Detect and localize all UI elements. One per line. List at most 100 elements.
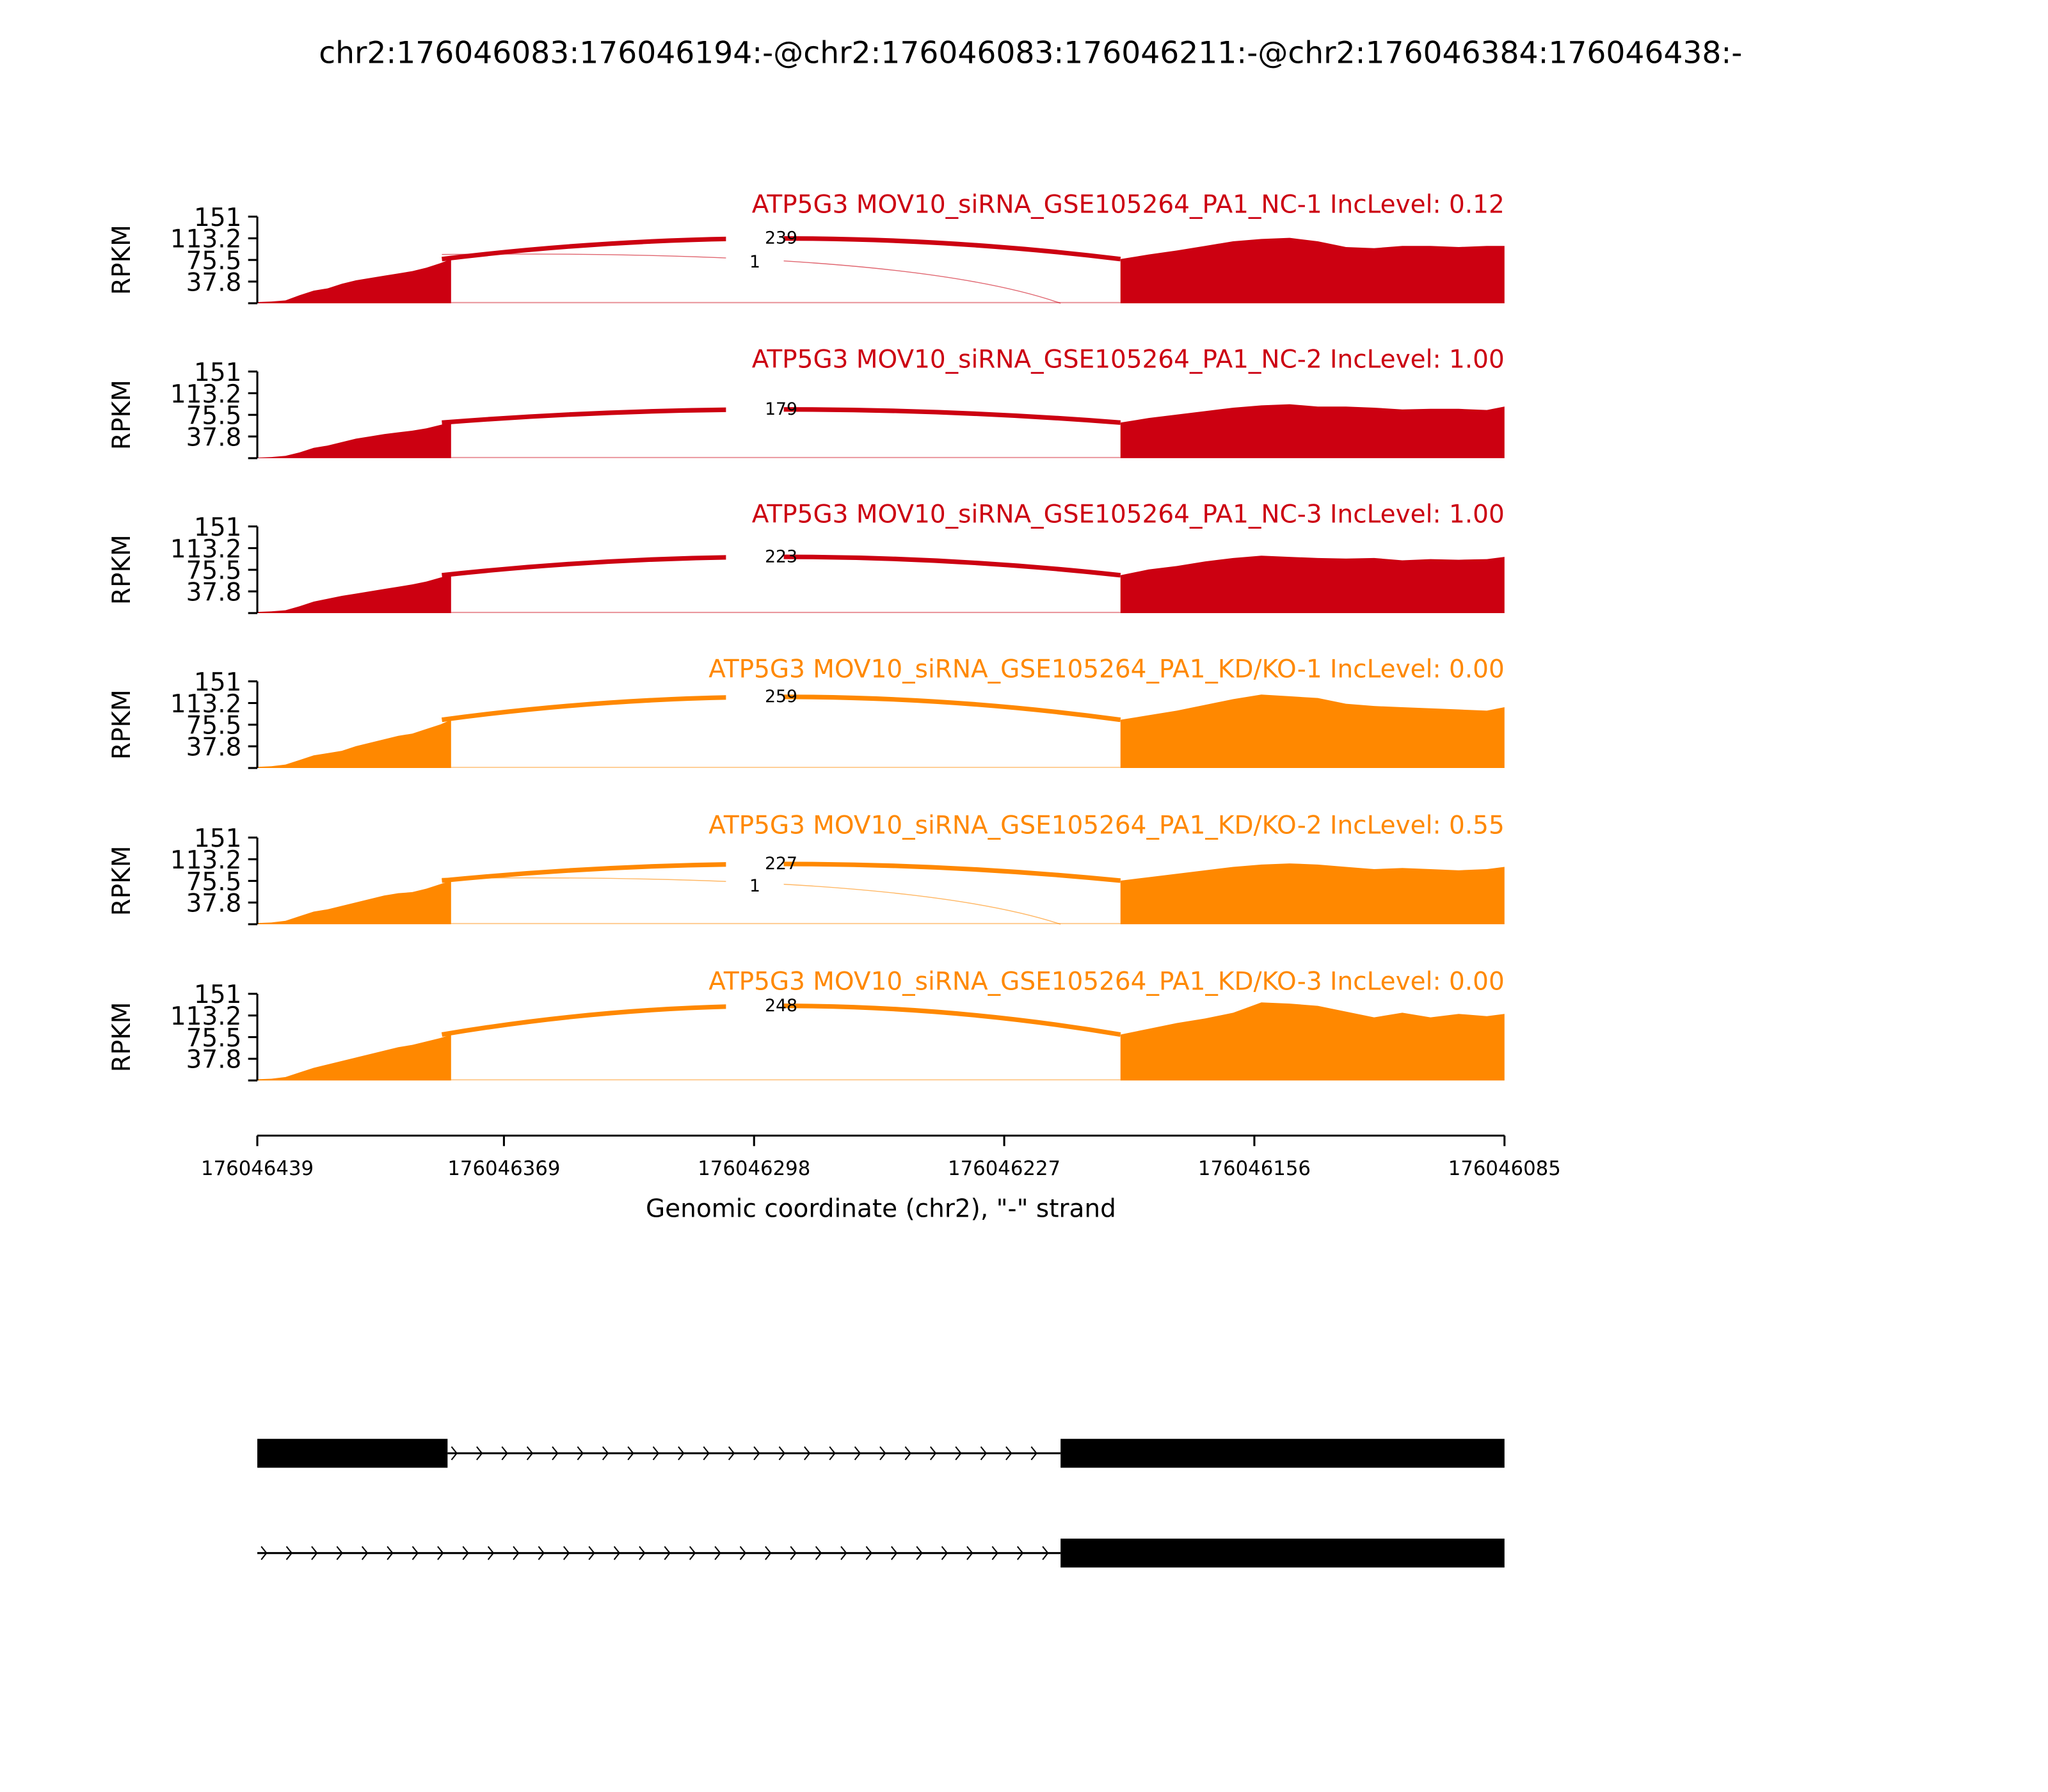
junction-count: 248 [765,996,797,1016]
coverage-area-exon2 [1120,863,1505,925]
strand-arrow-icon [1005,1446,1012,1460]
strand-arrow-icon [501,1446,508,1460]
strand-arrow-icon [336,1546,343,1560]
junction-count: 179 [765,399,797,419]
strand-arrow-icon [765,1546,772,1560]
y-tick-label: 151 [194,513,241,542]
exon-block [257,1439,448,1468]
junction-label-bg [726,230,784,248]
y-tick-label: 75.5 [186,557,242,586]
strand-arrow-icon [387,1546,394,1560]
y-tick-label: 75.5 [186,868,242,897]
strand-arrow-icon [854,1446,861,1460]
strand-arrow-icon [1030,1446,1037,1460]
y-axis-label: RPKM [108,1002,136,1073]
strand-arrow-icon [1016,1546,1024,1560]
junction-arc [442,253,1061,304]
transcript-tracks [257,1439,1505,1568]
junction-label-bg [726,689,784,707]
strand-arrow-icon [829,1446,836,1460]
strand-arrow-icon [804,1446,811,1460]
strand-arrow-icon [451,1446,458,1460]
y-axis-label: RPKM [108,689,136,760]
strand-arrow-icon [790,1546,797,1560]
strand-arrow-icon [285,1546,293,1560]
strand-arrow-icon [1042,1546,1049,1560]
y-axis-label: RPKM [108,225,136,295]
junction-count: 227 [765,854,797,874]
strand-arrow-icon [462,1546,469,1560]
y-tick-label: 151 [194,824,241,853]
strand-arrow-icon [487,1546,495,1560]
y-tick-label: 75.5 [186,402,242,431]
strand-arrow-icon [513,1546,520,1560]
coverage-area-exon2 [1120,694,1505,768]
coverage-area-exon1 [257,575,451,613]
transcript [257,1439,1505,1468]
y-axis-label: RPKM [108,534,136,605]
junction-count: 259 [765,687,797,707]
y-tick-label: 113.2 [170,690,242,719]
junction-label-bg [726,401,784,419]
strand-arrow-icon [991,1546,998,1560]
x-tick-label: 176046156 [1198,1157,1311,1180]
strand-arrow-icon [941,1546,948,1560]
sample-title: ATP5G3 MOV10_siRNA_GSE105264_PA1_NC-3 In… [752,500,1505,529]
coverage-area-exon1 [257,422,451,458]
x-tick-label: 176046439 [201,1157,314,1180]
strand-arrow-icon [588,1546,595,1560]
sample-title: ATP5G3 MOV10_siRNA_GSE105264_PA1_KD/KO-2… [708,812,1505,840]
coverage-area-exon1 [257,259,451,303]
exon-block [1060,1439,1505,1468]
coverage-area-exon1 [257,880,451,925]
strand-arrow-icon [412,1546,419,1560]
strand-arrow-icon [966,1546,973,1560]
strand-arrow-icon [891,1546,898,1560]
y-tick-label: 37.8 [186,1046,242,1075]
x-axis-label: Genomic coordinate (chr2), "-" strand [646,1195,1116,1224]
strand-arrow-icon [437,1546,444,1560]
sample-title: ATP5G3 MOV10_siRNA_GSE105264_PA1_KD/KO-3… [708,968,1505,996]
junction-label-bg [726,548,784,566]
strand-arrow-icon [739,1546,747,1560]
coverage-area-exon2 [1120,404,1505,458]
coverage-area-exon2 [1120,1002,1505,1081]
strand-arrow-icon [563,1546,570,1560]
junction-label-bg [726,254,784,272]
y-tick-label: 37.8 [186,733,242,762]
strand-arrow-icon [955,1446,962,1460]
strand-arrow-icon [664,1546,671,1560]
strand-arrow-icon [678,1446,685,1460]
strand-arrow-icon [904,1446,911,1460]
sample-title: ATP5G3 MOV10_siRNA_GSE105264_PA1_NC-1 In… [752,190,1505,219]
y-tick-label: 113.2 [170,225,242,254]
y-tick-label: 37.8 [186,578,242,607]
junction-count: 1 [749,252,760,272]
strand-arrow-icon [815,1546,822,1560]
strand-arrow-icon [728,1446,735,1460]
x-tick-label: 176046369 [447,1157,560,1180]
strand-arrow-icon [526,1446,534,1460]
y-tick-label: 113.2 [170,380,242,409]
strand-arrow-icon [879,1446,886,1460]
exon-block [1060,1539,1505,1568]
y-axis-label: RPKM [108,846,136,916]
y-tick-label: 151 [194,358,241,387]
transcript [257,1539,1505,1568]
strand-arrow-icon [703,1446,710,1460]
y-tick-label: 75.5 [186,247,242,276]
strand-arrow-icon [602,1446,609,1460]
coverage-area-exon1 [257,1034,451,1081]
strand-arrow-icon [613,1546,621,1560]
strand-arrow-icon [652,1446,660,1460]
strand-arrow-icon [260,1546,268,1560]
chart-title: chr2:176046083:176046194:-@chr2:17604608… [319,35,1742,70]
junction-label-bg [726,998,784,1016]
strand-arrow-icon [929,1446,937,1460]
strand-arrow-icon [552,1446,559,1460]
